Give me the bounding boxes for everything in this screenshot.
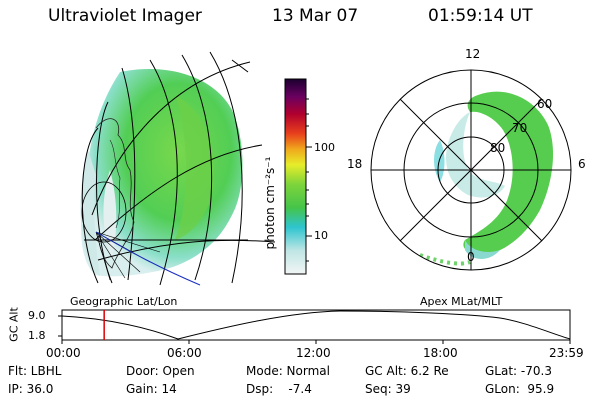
mlat-label-70: 70	[512, 121, 528, 135]
altitude-tick-1-8: 1.8	[28, 329, 46, 342]
time-tick-1200: 12:00	[296, 346, 331, 360]
colorbar-unit-label: photon cm⁻²s⁻¹	[263, 156, 277, 250]
altitude-tick-9: 9.0	[28, 309, 46, 322]
gain-readout: Gain: 14	[126, 382, 177, 396]
mlt-label-12: 12	[465, 47, 481, 61]
glat-readout: GLat: -70.3	[485, 364, 552, 378]
mlt-label-6: 6	[578, 157, 586, 171]
mode-readout: Mode: Normal	[246, 364, 330, 378]
app-title: Ultraviolet Imager	[48, 6, 202, 26]
mlt-label-0: 0	[467, 250, 475, 264]
right-panel-caption: Apex MLat/MLT	[420, 295, 503, 308]
left-panel-caption: Geographic Lat/Lon	[70, 295, 178, 308]
colorbar	[284, 78, 312, 275]
mlat-label-80: 80	[490, 141, 506, 155]
filter-readout: Flt: LBHL	[8, 364, 62, 378]
colorbar-tick-100: 100	[314, 141, 335, 154]
door-readout: Door: Open	[126, 364, 195, 378]
polar-plot	[370, 69, 572, 271]
gc-alt-readout: GC Alt: 6.2 Re	[365, 364, 449, 378]
time-readout: 01:59:14 UT	[428, 6, 533, 26]
mlt-label-18: 18	[347, 157, 363, 171]
time-tick-0000: 00:00	[46, 346, 81, 360]
glon-readout: GLon: 95.9	[485, 382, 555, 396]
date-readout: 13 Mar 07	[272, 6, 359, 26]
altitude-axis-label: GC Alt	[7, 307, 21, 342]
mlat-label-60: 60	[537, 97, 553, 111]
dsp-readout: Dsp: -7.4	[246, 382, 312, 396]
ip-readout: IP: 36.0	[8, 382, 54, 396]
altitude-plot	[58, 309, 571, 344]
time-tick-2359: 23:59	[549, 346, 584, 360]
geographic-image	[80, 51, 276, 286]
time-tick-1800: 18:00	[423, 346, 458, 360]
sequence-readout: Seq: 39	[365, 382, 411, 396]
colorbar-tick-10: 10	[314, 229, 328, 242]
time-tick-0600: 06:00	[167, 346, 202, 360]
